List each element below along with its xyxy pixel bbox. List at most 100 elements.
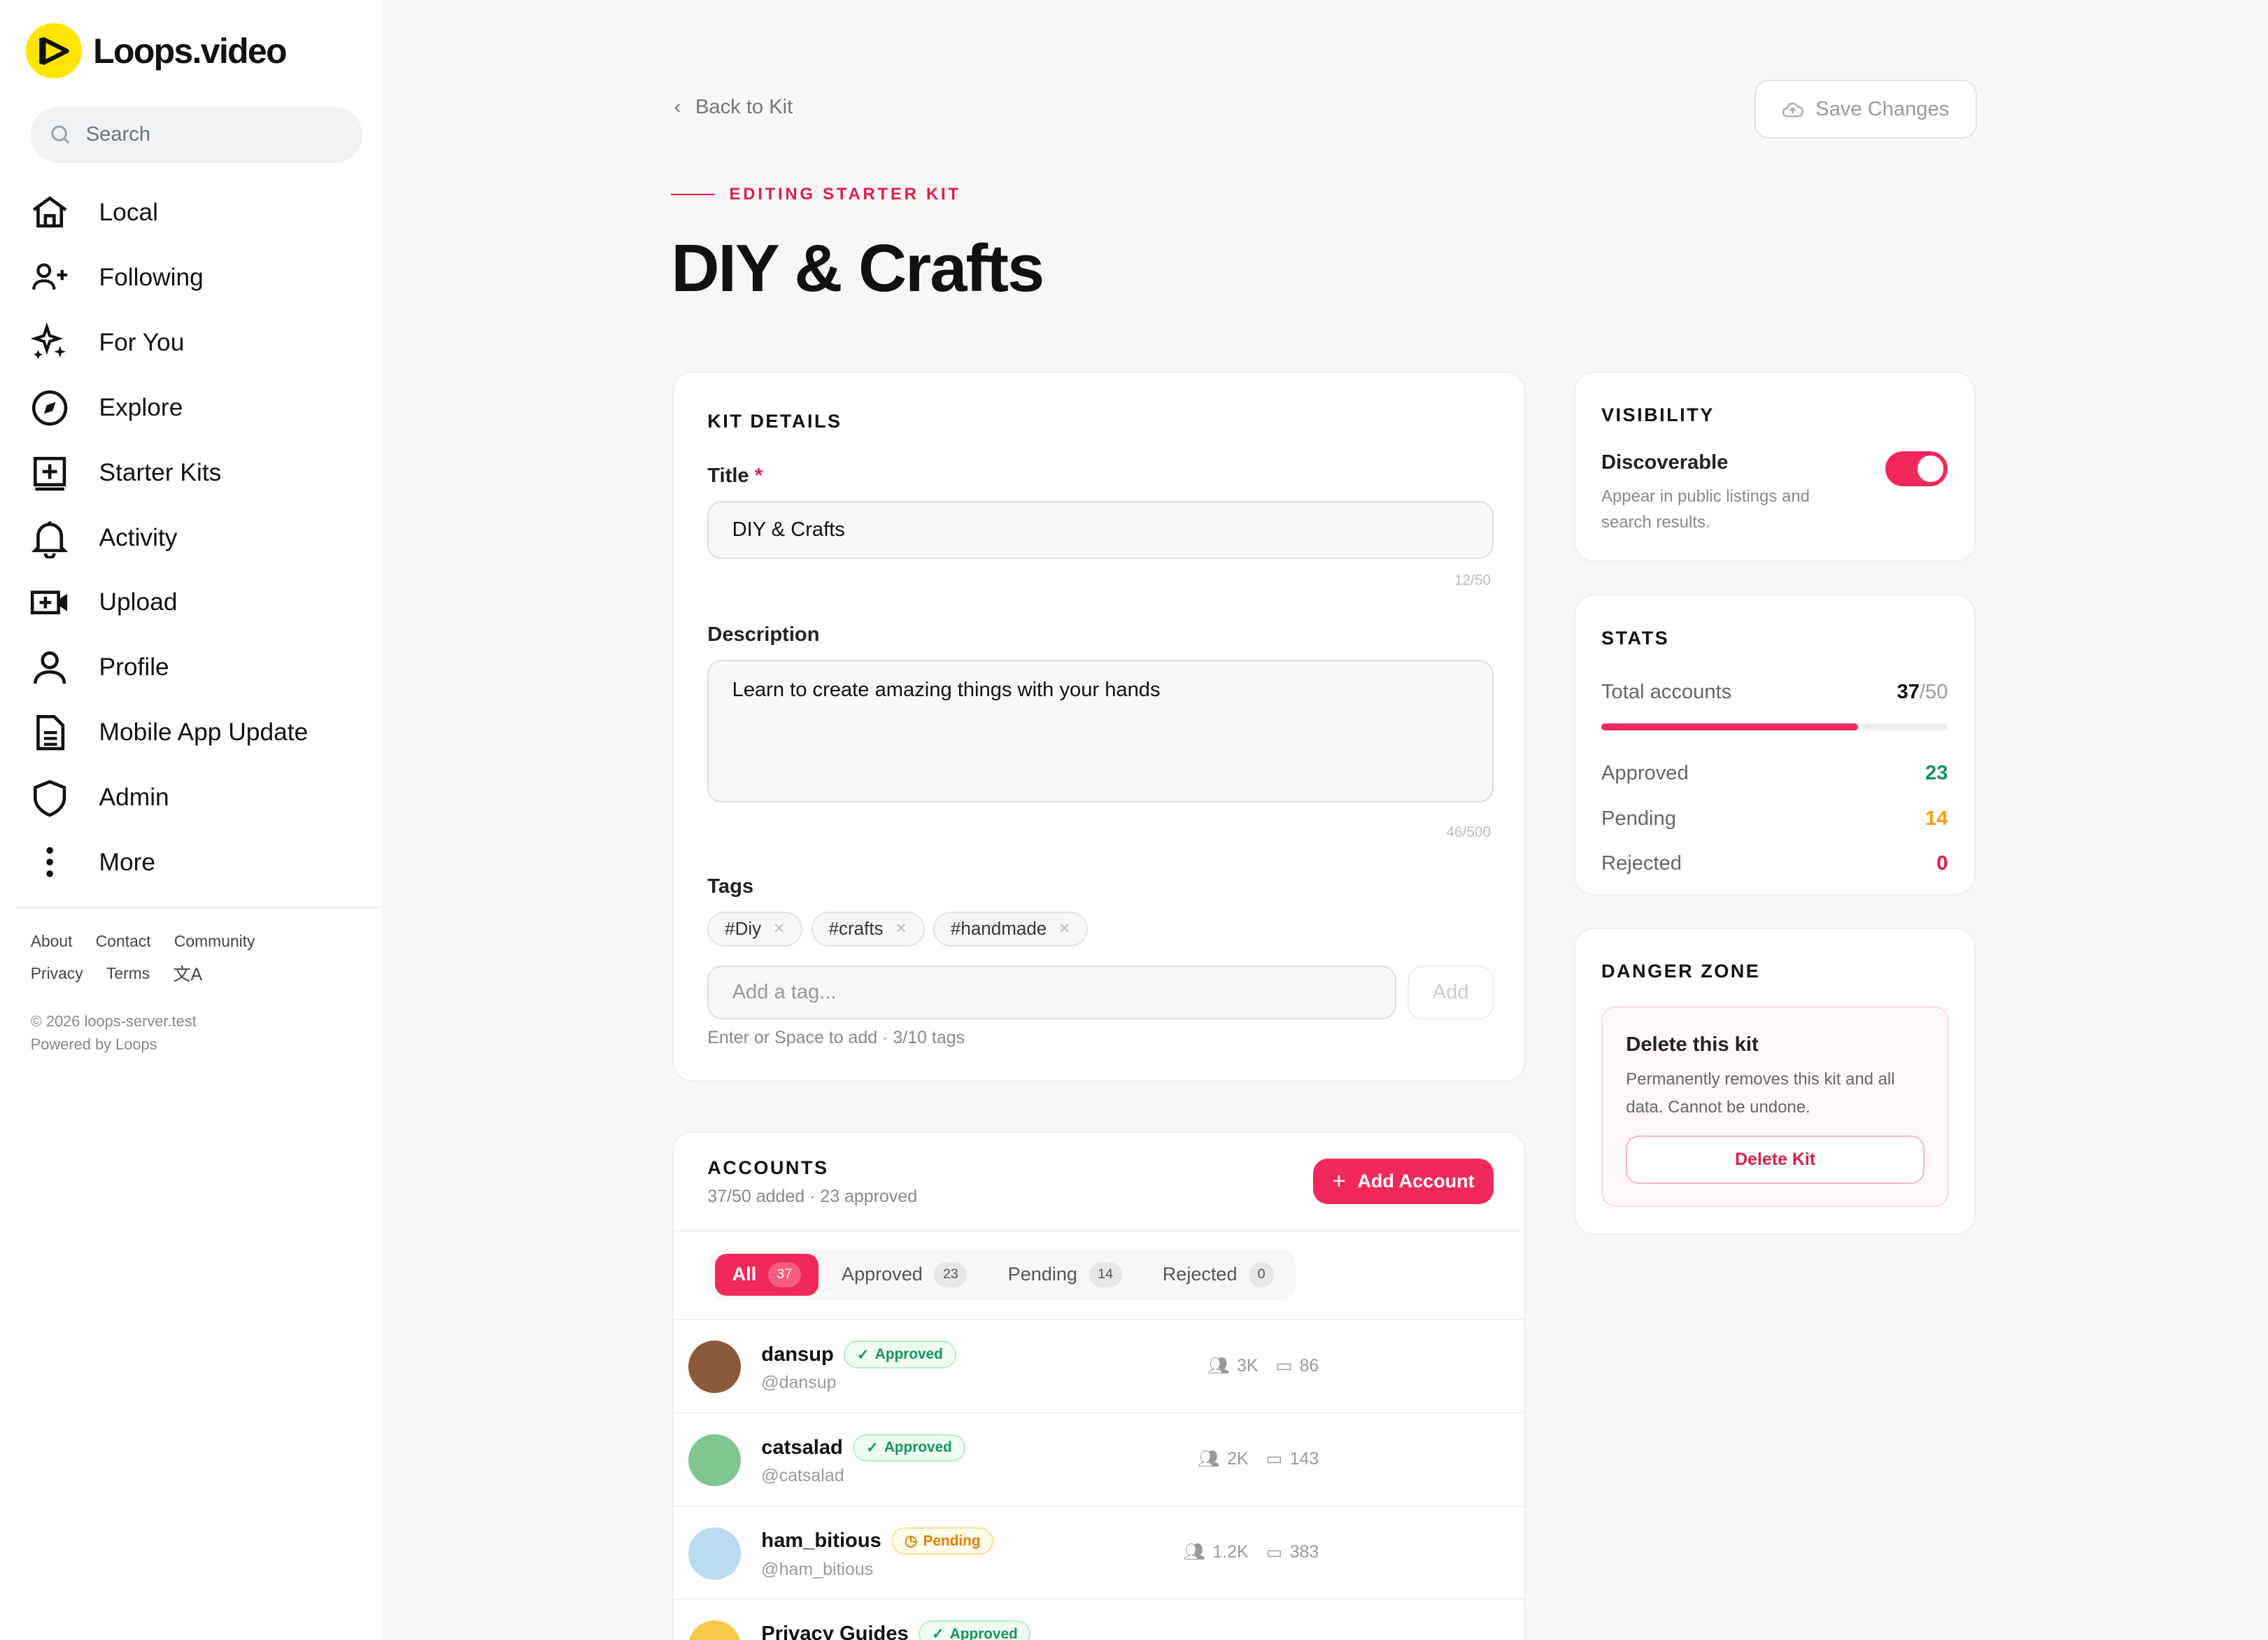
users-icon: 👥︎ xyxy=(1198,1448,1220,1469)
sidebar-item-more[interactable]: More xyxy=(29,830,364,895)
sidebar-item-activity[interactable]: Activity xyxy=(29,505,364,570)
sparkles-icon xyxy=(30,322,66,359)
sidebar-item-label: Activity xyxy=(99,523,178,551)
video-icon: ▭ xyxy=(1275,1356,1293,1376)
remove-tag-icon[interactable]: ✕ xyxy=(1058,921,1071,938)
sidebar-item-label: For You xyxy=(99,329,185,357)
save-changes-button[interactable]: Save Changes xyxy=(1754,80,1977,139)
sidebar-item-for-you[interactable]: For You xyxy=(29,311,364,376)
footer-community[interactable]: Community xyxy=(173,931,255,950)
sidebar-item-mobile-app-update[interactable]: Mobile App Update xyxy=(29,700,364,765)
search-icon xyxy=(51,125,70,144)
sidebar-item-admin[interactable]: Admin xyxy=(29,765,364,830)
sidebar-item-label: Mobile App Update xyxy=(99,718,309,746)
square-plus-icon xyxy=(33,456,66,490)
video-icon: ▭ xyxy=(1266,1542,1283,1562)
sidebar-item-label: Following xyxy=(99,264,204,292)
footer-terms[interactable]: Terms xyxy=(106,963,150,982)
discoverable-label: Discoverable xyxy=(1601,451,1729,474)
required-mark: * xyxy=(754,464,763,487)
kit-details-heading: KIT DETAILS xyxy=(707,410,842,432)
delete-kit-button[interactable]: Delete Kit xyxy=(1626,1136,1925,1184)
user-icon xyxy=(33,651,66,684)
status-label: Approved xyxy=(874,1346,943,1363)
title-label: Title xyxy=(707,464,749,487)
account-row[interactable]: catsalad ✓ Approved @catsalad 👥︎ 2K ▭ 143 xyxy=(674,1412,1524,1505)
tab-all[interactable]: All 37 xyxy=(714,1253,818,1296)
sidebar-item-profile[interactable]: Profile xyxy=(29,635,364,700)
description-textarea[interactable]: Learn to create amazing things with your… xyxy=(707,659,1494,803)
document-icon xyxy=(36,714,64,751)
total-value: 37 xyxy=(1897,680,1920,703)
status-badge: ✓ Approved xyxy=(919,1620,1031,1640)
accounts-heading: ACCOUNTS xyxy=(707,1157,829,1179)
account-handle: @dansup xyxy=(761,1373,837,1393)
tab-label: Pending xyxy=(1007,1264,1077,1285)
bell-icon xyxy=(31,521,69,558)
tag-label: #crafts xyxy=(828,918,884,940)
tab-pending[interactable]: Pending 14 xyxy=(991,1254,1140,1296)
clock-icon: ◷ xyxy=(905,1533,918,1550)
page-title: DIY & Crafts xyxy=(671,230,1044,306)
sidebar-item-starter-kits[interactable]: Starter Kits xyxy=(29,440,364,505)
logo-icon xyxy=(26,23,82,79)
visibility-card: VISIBILITY Discoverable Appear in public… xyxy=(1573,371,1976,563)
sidebar-item-following[interactable]: Following xyxy=(29,246,364,311)
add-account-button[interactable]: + Add Account xyxy=(1312,1159,1494,1204)
title-input[interactable]: DIY & Crafts xyxy=(707,500,1494,559)
sidebar: Loops.video Search Local Following For You… xyxy=(0,0,382,1640)
stat-label: Rejected xyxy=(1601,852,1682,875)
tab-count: 37 xyxy=(767,1262,801,1287)
search-placeholder: Search xyxy=(85,122,151,146)
check-circle-icon: ✓ xyxy=(857,1346,870,1363)
stat-value: 0 xyxy=(1936,852,1948,875)
visibility-heading: VISIBILITY xyxy=(1601,404,1715,426)
avatar xyxy=(688,1620,742,1640)
footer-privacy[interactable]: Privacy xyxy=(30,963,83,982)
compass-icon xyxy=(31,390,67,426)
eyebrow-label: EDITING STARTER KIT xyxy=(729,185,961,204)
footer-contact[interactable]: Contact xyxy=(95,931,151,950)
more-vertical-icon xyxy=(45,847,53,877)
add-tag-input[interactable]: Add a tag... xyxy=(707,965,1396,1019)
sidebar-item-label: Starter Kits xyxy=(99,458,222,486)
account-row[interactable]: ham_bitious ◷ Pending @ham_bitious 👥︎ 1.2K ▭ 38… xyxy=(674,1505,1524,1599)
sidebar-item-upload[interactable]: Upload xyxy=(29,570,364,635)
check-circle-icon: ✓ xyxy=(931,1626,944,1640)
search-input[interactable]: Search xyxy=(30,106,363,164)
discoverable-toggle[interactable] xyxy=(1885,451,1948,486)
title-count: 12/50 xyxy=(1454,572,1491,588)
delete-kit-panel: Delete this kit Permanently removes this… xyxy=(1601,1005,1950,1208)
powered-by: Powered by Loops xyxy=(30,1035,157,1053)
stats-heading: STATS xyxy=(1601,627,1670,649)
remove-tag-icon[interactable]: ✕ xyxy=(895,921,907,938)
description-label: Description xyxy=(707,623,820,646)
footer-about[interactable]: About xyxy=(30,931,73,950)
account-row[interactable]: dansup ✓ Approved @dansup 👥︎ 3K ▭ 86 xyxy=(674,1319,1524,1412)
eyebrow: EDITING STARTER KIT xyxy=(671,185,961,204)
video-plus-icon xyxy=(30,591,67,615)
status-badge: ◷ Pending xyxy=(891,1527,994,1555)
tab-rejected[interactable]: Rejected 0 xyxy=(1145,1254,1291,1296)
shield-icon xyxy=(33,779,66,817)
sidebar-item-label: Local xyxy=(99,199,159,227)
add-tag-button[interactable]: Add xyxy=(1408,965,1494,1019)
sidebar-item-local[interactable]: Local xyxy=(29,181,364,246)
app-name: Loops.video xyxy=(93,31,287,71)
stat-label: Approved xyxy=(1601,762,1689,785)
avatar xyxy=(688,1527,742,1580)
sidebar-footer: About Contact Community Privacy Terms 文A © 2… xyxy=(14,907,382,1056)
stats-card: STATS Total accounts 37/50 Approved 23 Pend… xyxy=(1573,594,1976,896)
account-name: catsalad xyxy=(761,1436,843,1459)
tab-approved[interactable]: Approved 23 xyxy=(824,1254,984,1296)
logo[interactable]: Loops.video xyxy=(26,23,288,79)
language-icon[interactable]: 文A xyxy=(173,965,203,985)
cloud-upload-icon xyxy=(1782,102,1804,117)
status-label: Pending xyxy=(923,1532,981,1549)
sidebar-item-explore[interactable]: Explore xyxy=(29,375,364,440)
account-row[interactable]: Privacy Guides✓Approved👥︎438▭8 xyxy=(674,1598,1524,1640)
remove-tag-icon[interactable]: ✕ xyxy=(772,921,786,938)
video-icon: ▭ xyxy=(1266,1449,1283,1469)
status-badge: ✓ Approved xyxy=(853,1434,965,1462)
back-link[interactable]: ‹ Back to Kit xyxy=(674,96,793,119)
